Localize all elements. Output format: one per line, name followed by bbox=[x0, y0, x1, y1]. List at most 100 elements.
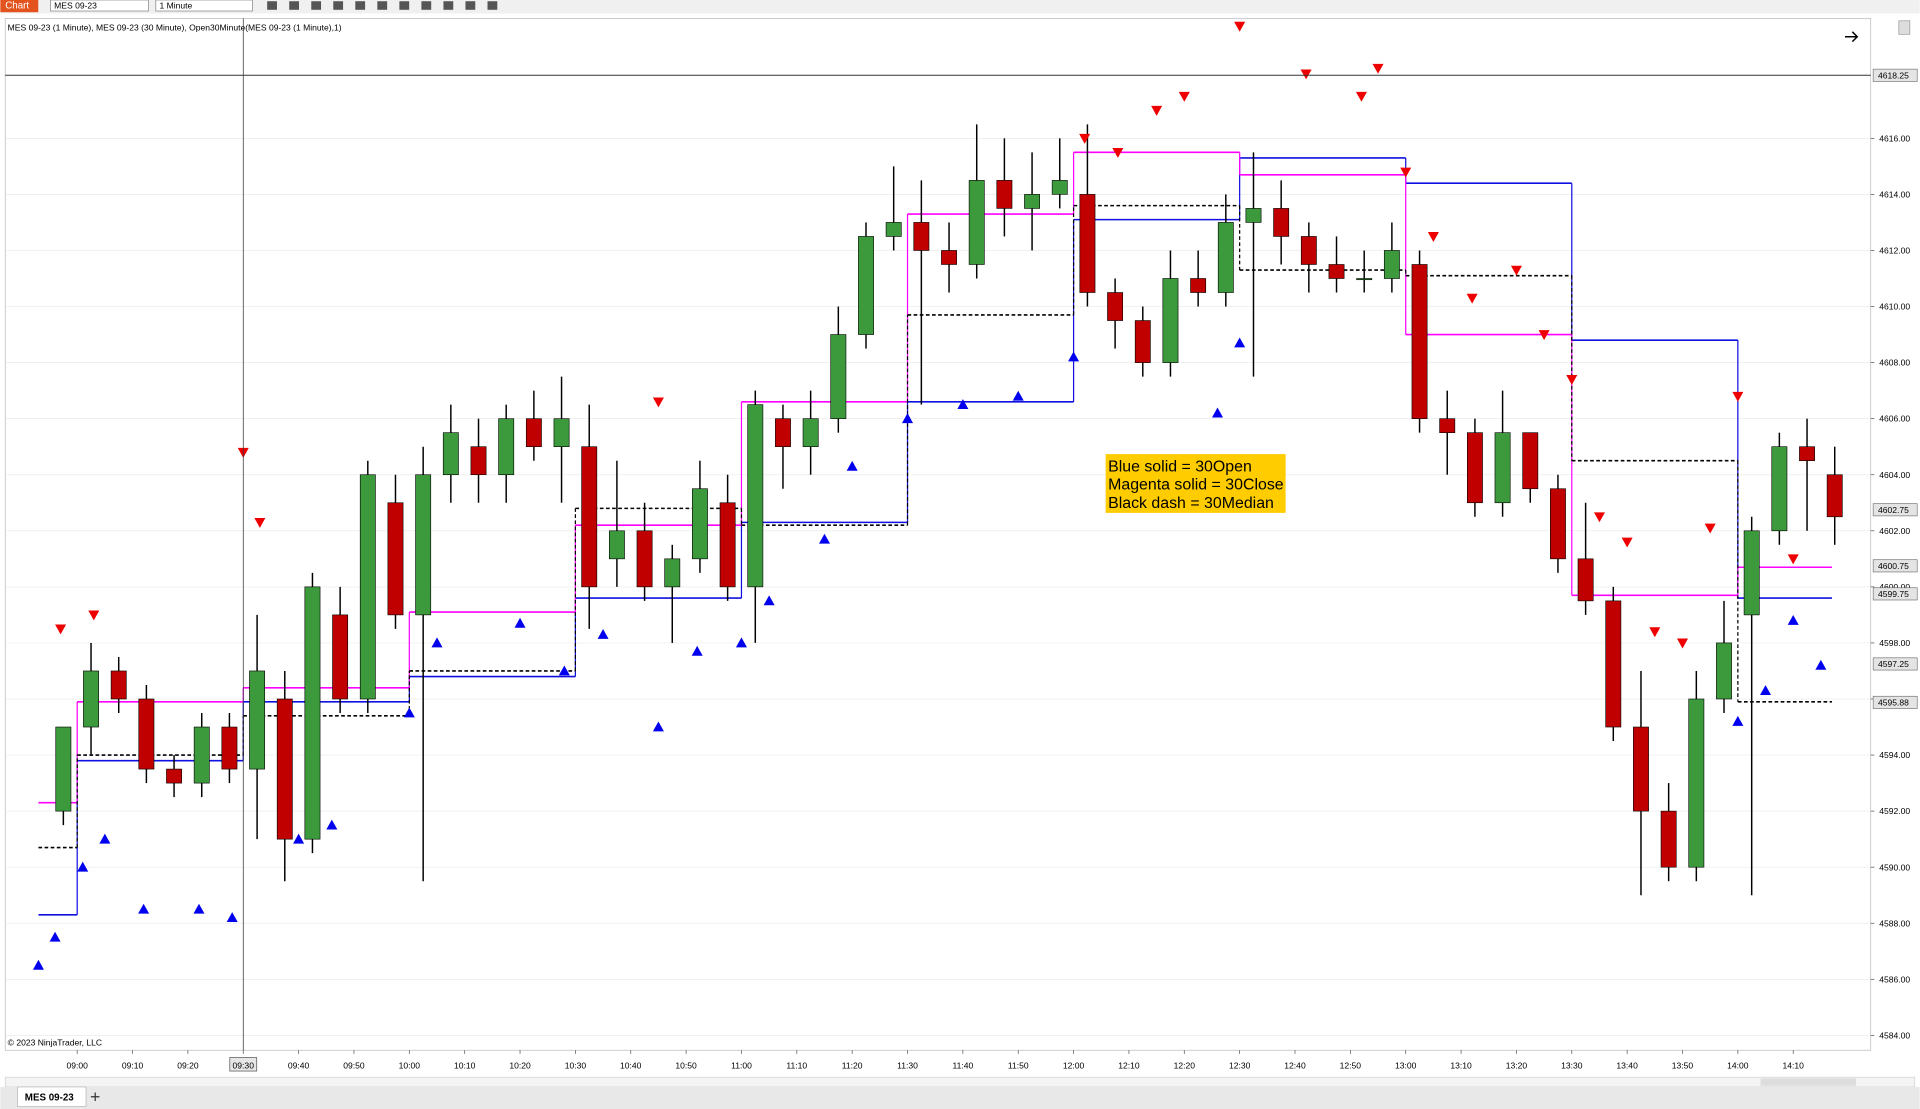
candle-body bbox=[830, 334, 847, 419]
candle-body bbox=[221, 726, 238, 770]
sell-signal bbox=[1566, 375, 1578, 385]
y-tick-label: 4610.00 bbox=[1879, 302, 1910, 312]
buy-signal bbox=[846, 460, 858, 471]
candle-body bbox=[692, 488, 708, 560]
sell-signal bbox=[1300, 69, 1312, 80]
y-tick-label: 4586.00 bbox=[1879, 974, 1910, 984]
candle-body bbox=[387, 502, 404, 616]
buy-signal bbox=[1234, 337, 1246, 348]
y-tick-label: 4602.00 bbox=[1879, 526, 1910, 536]
price-marker-label: 4597.25 bbox=[1878, 659, 1909, 669]
buy-signal bbox=[763, 595, 775, 606]
candle-body bbox=[525, 418, 542, 448]
candle-body bbox=[1217, 222, 1234, 293]
x-tick-label: 10:30 bbox=[565, 1061, 587, 1071]
candle-body bbox=[1826, 474, 1843, 518]
candle-body bbox=[636, 530, 653, 588]
buy-signal bbox=[431, 637, 443, 648]
expand-arrow[interactable] bbox=[1844, 31, 1859, 43]
candle-body bbox=[1550, 488, 1566, 560]
x-tick-label: 13:30 bbox=[1561, 1061, 1583, 1071]
buy-signal bbox=[902, 413, 914, 424]
legend-text: Magenta solid = 30Close bbox=[1108, 477, 1284, 494]
chart-title: MES 09-23 (1 Minute), MES 09-23 (30 Minu… bbox=[8, 23, 342, 33]
panel-button[interactable] bbox=[1898, 20, 1911, 35]
price-marker-label: 4618.25 bbox=[1878, 70, 1909, 80]
candle-body bbox=[968, 180, 985, 265]
x-tick-label: 14:10 bbox=[1783, 1061, 1805, 1071]
scroll-thumb[interactable] bbox=[1760, 1078, 1857, 1086]
sell-signal bbox=[1593, 512, 1605, 523]
y-tick-label: 4616.00 bbox=[1879, 133, 1910, 143]
buy-signal bbox=[691, 645, 703, 656]
x-tick-label: 10:50 bbox=[675, 1061, 697, 1071]
toolbar-icons[interactable] bbox=[267, 1, 498, 10]
candle-body bbox=[359, 474, 376, 700]
sell-signal bbox=[1234, 21, 1246, 32]
buy-signal bbox=[403, 707, 415, 718]
buy-signal bbox=[193, 903, 205, 914]
candle-body bbox=[775, 418, 791, 448]
candle-body bbox=[1190, 278, 1207, 293]
chart-tab[interactable] bbox=[0, 0, 39, 13]
price-marker-label: 4602.75 bbox=[1878, 505, 1909, 515]
buy-signal bbox=[226, 912, 238, 923]
candle-body bbox=[1771, 446, 1788, 532]
x-tick-label: 14:00 bbox=[1727, 1061, 1749, 1071]
candle-body bbox=[913, 222, 930, 251]
candle-body bbox=[1716, 642, 1732, 700]
candle-body bbox=[470, 446, 487, 476]
candle-body bbox=[941, 250, 957, 265]
toolbar bbox=[0, 0, 1920, 14]
y-tick-label: 4592.00 bbox=[1879, 806, 1910, 816]
y-tick-label: 4588.00 bbox=[1879, 918, 1910, 928]
x-tick-label: 12:10 bbox=[1118, 1061, 1140, 1071]
candle-body bbox=[55, 726, 72, 812]
interval-select[interactable] bbox=[155, 0, 253, 12]
candle-body bbox=[1356, 278, 1373, 281]
sell-signal bbox=[1787, 554, 1799, 565]
buy-signal bbox=[1815, 659, 1827, 670]
candle-body bbox=[442, 432, 459, 476]
sell-signal bbox=[88, 610, 100, 621]
buy-signal bbox=[293, 833, 305, 844]
x-tick-label: 10:40 bbox=[620, 1061, 642, 1071]
x-tick-label: 10:00 bbox=[399, 1061, 421, 1071]
plot-layer: 4584.00 4586.00 4588.00 4590.00 4592.00 4594.… bbox=[5, 18, 1918, 1072]
candle-body bbox=[1577, 558, 1594, 602]
x-tick-label: 10:10 bbox=[454, 1061, 476, 1071]
x-tick-label: 09:10 bbox=[122, 1061, 144, 1071]
scrollbar[interactable] bbox=[4, 1076, 1916, 1088]
sell-signal bbox=[1151, 105, 1163, 116]
y-tick-label: 4590.00 bbox=[1879, 862, 1910, 872]
x-tick-label: 12:00 bbox=[1063, 1061, 1085, 1071]
instrument-tab-label: MES 09-23 bbox=[25, 1092, 74, 1103]
x-tick-label: 09:30 bbox=[233, 1061, 255, 1071]
buy-signal bbox=[1212, 407, 1224, 418]
candle-body bbox=[581, 446, 598, 588]
buy-signal bbox=[558, 665, 570, 676]
buy-signal bbox=[597, 629, 609, 639]
candle-body bbox=[110, 670, 127, 700]
x-tick-label: 09:40 bbox=[288, 1061, 310, 1071]
candle-body bbox=[1273, 208, 1290, 237]
candle-body bbox=[747, 404, 764, 588]
interval-label: 1 Minute bbox=[159, 1, 192, 11]
x-tick-label: 12:50 bbox=[1340, 1061, 1362, 1071]
x-tick-label: 09:20 bbox=[177, 1061, 199, 1071]
buy-signal bbox=[99, 833, 111, 844]
instrument-tab[interactable] bbox=[17, 1086, 87, 1107]
candle-body bbox=[276, 698, 293, 840]
x-tick-label: 12:20 bbox=[1174, 1061, 1196, 1071]
tab-bar bbox=[0, 1086, 1920, 1109]
buy-signal bbox=[514, 617, 526, 628]
sell-signal bbox=[1621, 537, 1633, 548]
price-marker bbox=[1872, 559, 1918, 573]
instrument-select[interactable] bbox=[50, 0, 149, 12]
candle-body bbox=[858, 236, 874, 335]
buy-signal bbox=[1760, 685, 1772, 695]
candle-body bbox=[1134, 320, 1151, 363]
candle-body bbox=[1051, 180, 1068, 195]
add-tab[interactable] bbox=[90, 1092, 100, 1102]
